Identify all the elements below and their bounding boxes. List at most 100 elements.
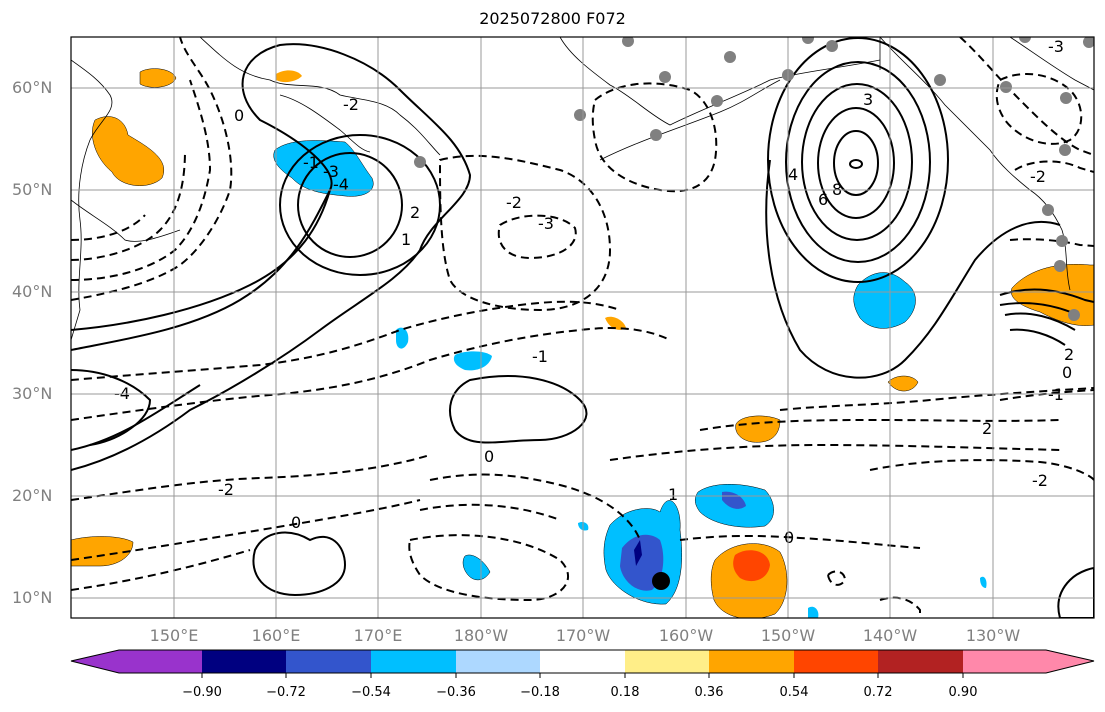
lon-label: 170°E [353,626,403,645]
lat-label: 20°N [12,486,53,505]
colorbar-tick-label: −0.72 [266,685,306,700]
contour-label: -2 [1030,167,1046,186]
station-marker [1068,309,1080,321]
contour-label: 2 [982,419,992,438]
anomaly-cool [808,606,819,618]
contours-negative [71,37,1094,618]
station-marker [724,51,736,63]
lon-label: 180°W [453,626,509,645]
shaded-anomalies [71,68,1094,618]
colorbar-segment [456,650,540,673]
anomaly-cool [396,327,409,349]
contour-label: 0 [784,528,794,547]
contour-label: 4 [788,165,798,184]
station-marker [1019,37,1031,43]
colorbar-tick-label: 0.72 [863,685,893,700]
storm-marker [652,572,670,590]
anomaly-cool-strong [620,534,664,591]
station-marker [826,40,838,52]
lon-label: 160°E [251,626,301,645]
colorbar-segment [625,650,709,673]
lat-label: 30°N [12,384,53,403]
lon-label: 150°W [760,626,816,645]
colorbar-tick-label: −0.36 [436,685,476,700]
colorbar-tick-label: 0.18 [610,685,640,700]
colorbar-segment [71,650,202,673]
colorbar-segment [286,650,371,673]
anomaly-warm [92,116,164,186]
anomaly-warm [735,415,781,443]
contour-label: -3 [323,162,339,181]
colorbar-segment [709,650,794,673]
colorbar-segment [371,650,456,673]
map-title: 2025072800 F072 [479,9,626,28]
station-markers [414,37,1094,321]
anomaly-cool [453,351,492,371]
lat-label: 50°N [12,180,53,199]
contour-label: 1 [668,485,678,504]
colorbar-tick-label: 0.90 [948,685,978,700]
anomaly-warm [1010,264,1094,326]
contour-label: 0 [291,513,301,532]
station-marker [1000,81,1012,93]
contour-label: 2 [410,203,420,222]
station-marker [1083,37,1094,48]
contour-label: 0 [1062,363,1072,382]
station-marker [802,37,814,44]
lon-label: 150°E [149,626,199,645]
anomaly-hot [733,550,770,582]
anomaly-warm [887,375,919,392]
colorbar-tick-label: −0.90 [182,685,222,700]
station-marker [574,109,586,121]
contour-label: -1 [303,153,319,172]
lon-label: 130°W [965,626,1021,645]
contour-label: -2 [218,480,234,499]
map-frame [70,36,1095,619]
station-marker [622,37,634,47]
anomaly-warm [276,70,302,83]
contour-label: 0 [484,447,494,466]
colorbar [70,649,1095,678]
station-marker [659,71,671,83]
colorbar-segment [878,650,963,673]
station-marker [1059,144,1071,156]
anomaly-warm [139,68,177,88]
station-marker [1054,260,1066,272]
station-marker [1060,92,1072,104]
station-marker [1042,204,1054,216]
gridlines [71,37,1094,618]
contour-label: -1 [532,347,548,366]
anomaly-warm [605,316,626,330]
anomaly-very-strong [634,540,642,566]
colorbar-tick-label: 0.36 [694,685,724,700]
lon-label: 140°W [862,626,918,645]
station-marker [934,74,946,86]
contour-label: -3 [1048,37,1064,56]
station-marker [414,156,426,168]
contour-label: 2 [1064,345,1074,364]
contour-label: -2 [1032,471,1048,490]
contour-label: -4 [333,175,349,194]
colorbar-tick-label: −0.18 [520,685,560,700]
lat-label: 40°N [12,282,53,301]
colorbar-outline [70,649,1095,674]
colorbar-tick-label: −0.54 [351,685,391,700]
lon-label: 170°W [555,626,611,645]
contour-label: -2 [506,193,522,212]
colorbar-segment [794,650,878,673]
lat-label: 60°N [12,78,53,97]
contour-label: 6 [818,190,828,209]
contour-label: 0 [234,106,244,125]
colorbar-segment [540,650,625,673]
contour-label: 3 [863,90,873,109]
station-marker [711,95,723,107]
anomaly-cool [980,576,987,588]
anomaly-cool [273,140,374,197]
colorbar-tick-label: 0.54 [779,685,809,700]
contour-label: -2 [343,95,359,114]
contour-label: 1 [401,230,411,249]
contour-label: -3 [538,214,554,233]
lon-label: 160°W [658,626,714,645]
lat-label: 10°N [12,588,53,607]
